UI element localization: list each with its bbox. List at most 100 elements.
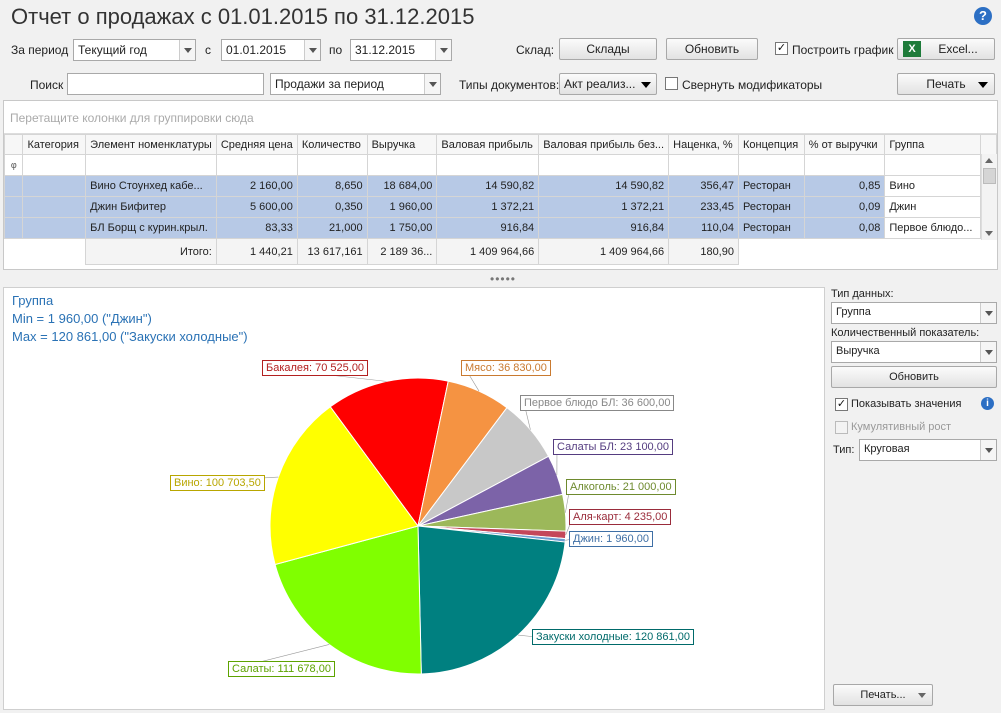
report-type-value: Продажи за период — [275, 77, 384, 91]
warehouses-button[interactable]: Склады — [559, 38, 657, 60]
table-cell: 233,45 — [668, 196, 739, 218]
page-title: Отчет о продажах с 01.01.2015 по 31.12.2… — [11, 4, 475, 29]
chart-print-button[interactable]: Печать... — [833, 684, 933, 706]
chevron-down-icon — [918, 693, 926, 698]
table-cell: 8,650 — [296, 175, 368, 197]
table-row[interactable]: БЛ Борщ с курин.крыл. 83,33 21,000 1 750… — [3, 217, 998, 239]
filter-icon[interactable]: φ — [3, 154, 24, 176]
table-cell: Ресторан — [737, 175, 805, 197]
scroll-down-icon[interactable] — [985, 231, 993, 236]
pie-slice-label: Салаты: 111 678,00 — [228, 661, 335, 677]
info-icon[interactable]: i — [981, 397, 994, 410]
column-header[interactable]: Валовая прибыль — [436, 134, 540, 155]
table-header-row: Категория Элемент номенклатуры Средняя ц… — [3, 134, 998, 155]
filter-cell[interactable] — [803, 154, 886, 176]
collapse-modifiers-checkbox[interactable] — [665, 77, 678, 90]
from-date-field[interactable]: 01.01.2015 — [221, 39, 321, 61]
column-header[interactable]: Выручка — [366, 134, 438, 155]
vertical-scrollbar[interactable] — [981, 154, 997, 240]
filter-row[interactable]: φ — [3, 154, 998, 176]
chart-type-select[interactable]: Круговая — [859, 439, 997, 461]
pie-slice[interactable] — [274, 525, 422, 675]
excel-icon: X — [903, 41, 921, 57]
chevron-down-icon[interactable] — [980, 342, 996, 362]
chart-refresh-button[interactable]: Обновить — [831, 366, 997, 388]
filter-cell[interactable] — [22, 154, 87, 176]
from-date-value: 01.01.2015 — [226, 43, 287, 57]
filter-cell[interactable] — [884, 154, 981, 176]
table-cell: БЛ Борщ с курин.крыл. — [85, 217, 217, 239]
splitter-handle[interactable]: ••••• — [490, 272, 517, 286]
filter-cell[interactable] — [737, 154, 805, 176]
group-by-area[interactable]: Перетащите колонки для группировки сюда — [4, 101, 997, 134]
column-header[interactable]: Концепция — [737, 134, 805, 155]
cumulative-checkbox[interactable] — [835, 421, 848, 434]
chart-info-min: Min = 1 960,00 ("Джин") — [12, 311, 152, 326]
refresh-button[interactable]: Обновить — [666, 38, 758, 60]
search-input[interactable] — [67, 73, 264, 95]
table-cell: 21,000 — [296, 217, 368, 239]
show-values-checkbox[interactable]: ✓ — [835, 398, 848, 411]
period-select-value: Текущий год — [78, 43, 147, 57]
chevron-down-icon[interactable] — [179, 40, 195, 60]
table-cell — [22, 196, 87, 218]
column-header[interactable]: Элемент номенклатуры — [85, 134, 217, 155]
column-header[interactable]: Категория — [22, 134, 87, 155]
excel-button[interactable]: X Excel... — [897, 38, 995, 60]
doc-types-select[interactable]: Акт реализ... — [559, 73, 657, 95]
filter-cell[interactable] — [296, 154, 368, 176]
table-cell: 356,47 — [668, 175, 739, 197]
report-type-select[interactable]: Продажи за период — [270, 73, 441, 95]
pie-slice[interactable] — [417, 525, 566, 675]
table-cell: 14 590,82 — [436, 175, 540, 197]
filter-cell[interactable] — [85, 154, 217, 176]
table-cell: Джин — [884, 196, 981, 218]
print-button[interactable]: Печать — [897, 73, 995, 95]
column-header[interactable]: Валовая прибыль без... — [538, 134, 670, 155]
scroll-thumb[interactable] — [983, 168, 996, 184]
filter-cell[interactable] — [668, 154, 739, 176]
chevron-down-icon — [641, 82, 651, 88]
help-icon[interactable]: ? — [974, 7, 992, 25]
build-chart-checkbox[interactable]: ✓ — [775, 42, 788, 55]
scroll-header — [979, 134, 998, 155]
row-selector[interactable] — [3, 217, 24, 239]
totals-quantity: 13 617,161 — [296, 238, 368, 265]
row-selector[interactable] — [3, 175, 24, 197]
column-header[interactable]: Наценка, % — [668, 134, 739, 155]
totals-avg-price: 1 440,21 — [215, 238, 298, 265]
collapse-modifiers-label: Свернуть модификаторы — [682, 78, 823, 92]
measure-select[interactable]: Выручка — [831, 341, 997, 363]
table-cell: Ресторан — [737, 217, 805, 239]
table-cell: 14 590,82 — [538, 175, 670, 197]
table-row[interactable]: Джин Бифитер 5 600,00 0,350 1 960,00 1 3… — [3, 196, 998, 218]
warehouse-label: Склад: — [516, 43, 555, 57]
pie-slice[interactable] — [269, 406, 419, 566]
print-button-label: Печать — [926, 77, 966, 91]
to-date-field[interactable]: 31.12.2015 — [350, 39, 452, 61]
chevron-down-icon[interactable] — [980, 303, 996, 323]
column-header[interactable]: Группа — [884, 134, 981, 155]
column-header[interactable]: Средняя цена — [215, 134, 298, 155]
column-header[interactable]: Количество — [296, 134, 368, 155]
calendar-dropdown-icon[interactable] — [435, 40, 451, 60]
calendar-dropdown-icon[interactable] — [304, 40, 320, 60]
filter-cell[interactable] — [436, 154, 540, 176]
column-header[interactable]: % от выручки — [803, 134, 886, 155]
filter-cell[interactable] — [215, 154, 298, 176]
chart-print-label: Печать... — [860, 689, 906, 701]
data-type-select[interactable]: Группа — [831, 302, 997, 324]
period-select[interactable]: Текущий год — [73, 39, 196, 61]
scroll-up-icon[interactable] — [985, 158, 993, 163]
table-row[interactable]: Вино Стоунхед кабе... 2 160,00 8,650 18 … — [3, 175, 998, 197]
filter-cell[interactable] — [366, 154, 438, 176]
pie-slice-label: Мясо: 36 830,00 — [461, 360, 551, 376]
chevron-down-icon[interactable] — [424, 74, 440, 94]
pie-slice[interactable] — [329, 377, 449, 528]
from-label: с — [205, 43, 211, 57]
pie-slice-label: Первое блюдо БЛ: 36 600,00 — [520, 395, 675, 411]
chevron-down-icon[interactable] — [980, 440, 996, 460]
row-selector[interactable] — [3, 196, 24, 218]
to-date-value: 31.12.2015 — [355, 43, 416, 57]
filter-cell[interactable] — [538, 154, 670, 176]
